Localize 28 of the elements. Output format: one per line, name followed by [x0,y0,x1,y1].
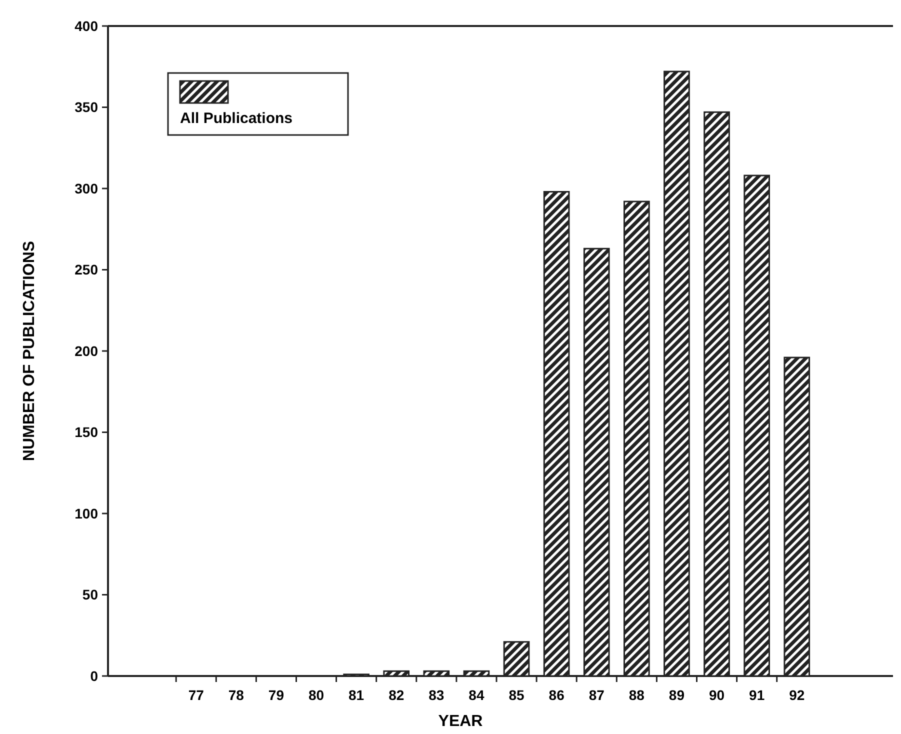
y-tick-label: 150 [74,424,98,440]
x-tick-label: 79 [268,687,284,703]
y-axis-title: NUMBER OF PUBLICATIONS [21,240,38,462]
y-tick-label: 300 [74,180,98,196]
y-tick-label: 400 [74,18,98,34]
x-tick-label: 85 [508,687,525,703]
x-tick-label: 81 [348,687,364,703]
legend-label: All Publications [180,110,293,127]
y-tick-label: 250 [74,262,98,278]
x-tick-label: 78 [228,687,244,703]
x-tick-label: 89 [668,687,685,703]
x-tick-label: 88 [628,687,645,703]
x-axis-title: YEAR [438,713,484,730]
y-tick-label: 200 [74,342,98,359]
y-tick-label: 0 [90,668,98,684]
x-tick-label: 84 [468,687,484,703]
x-tick-label: 90 [708,687,725,703]
x-tick-label: 91 [749,687,765,703]
x-tick-label: 82 [388,687,404,703]
y-tick-label: 100 [74,505,98,522]
x-tick-label: 80 [308,687,324,703]
x-tick-label: 77 [188,687,204,703]
x-tick-label: 92 [789,687,805,703]
x-tick-label: 87 [588,687,605,703]
y-tick-label: 50 [82,586,98,603]
x-tick-label: 86 [548,687,565,703]
y-tick-label: 350 [74,99,98,116]
x-tick-label: 83 [428,687,444,703]
